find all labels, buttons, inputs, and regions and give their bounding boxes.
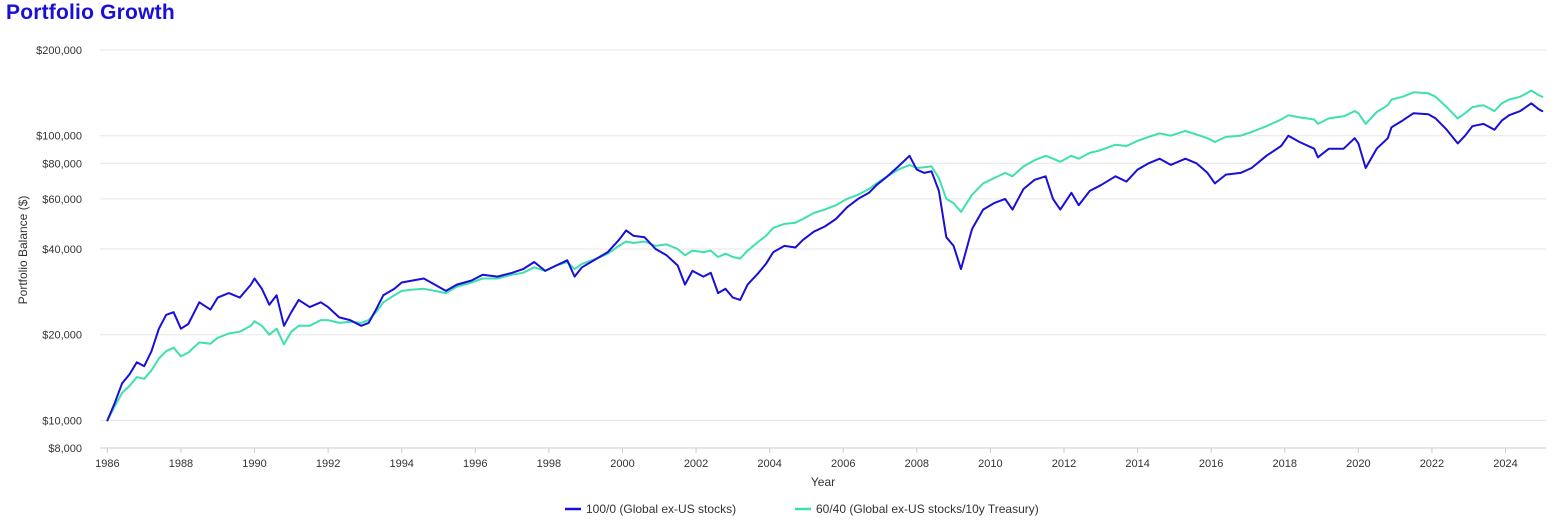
x-tick-label: 2014 bbox=[1125, 458, 1149, 470]
x-tick-label: 1994 bbox=[389, 458, 413, 470]
legend-item-60-40-label: 60/40 (Global ex-US stocks/10y Treasury) bbox=[816, 502, 1039, 516]
y-tick-label: $40,000 bbox=[42, 244, 82, 256]
x-tick-label: 1988 bbox=[169, 458, 193, 470]
x-tick-label: 1986 bbox=[95, 458, 119, 470]
legend-item-100-0-label: 100/0 (Global ex-US stocks) bbox=[586, 502, 736, 516]
x-tick-label: 2006 bbox=[831, 458, 855, 470]
y-tick-label: $8,000 bbox=[48, 443, 82, 455]
x-axis-label: Year bbox=[811, 475, 835, 489]
y-tick-label: $10,000 bbox=[42, 415, 82, 427]
x-tick-label: 2004 bbox=[757, 458, 781, 470]
legend: 100/0 (Global ex-US stocks) 60/40 (Global… bbox=[565, 502, 1039, 516]
y-tick-label: $20,000 bbox=[42, 330, 82, 342]
x-tick-label: 1996 bbox=[463, 458, 487, 470]
series-line-100-0 bbox=[106, 102, 1544, 422]
y-axis-label: Portfolio Balance ($) bbox=[16, 196, 30, 305]
series-line-60-40 bbox=[106, 89, 1544, 422]
x-tick-label: 2000 bbox=[610, 458, 634, 470]
x-tick-label: 2008 bbox=[905, 458, 929, 470]
x-tick-label: 1992 bbox=[316, 458, 340, 470]
x-tick-labels: 1986 1988 1990 1992 1994 1996 1998 2000 2002 2004… bbox=[95, 448, 1518, 470]
y-tick-label: $60,000 bbox=[42, 194, 82, 206]
chart-title: Portfolio Growth bbox=[6, 1, 175, 24]
x-tick-label: 2012 bbox=[1052, 458, 1076, 470]
x-tick-label: 1990 bbox=[242, 458, 266, 470]
x-tick-label: 2018 bbox=[1273, 458, 1297, 470]
series-lines bbox=[106, 89, 1544, 422]
x-tick-label: 1998 bbox=[537, 458, 561, 470]
x-tick-label: 2022 bbox=[1420, 458, 1444, 470]
y-tick-labels: $8,000 $10,000 $20,000 $40,000 $60,000 $80,00… bbox=[36, 45, 82, 455]
grid-lines bbox=[100, 49, 1546, 449]
x-tick-label: 2010 bbox=[978, 458, 1002, 470]
y-tick-label: $100,000 bbox=[36, 131, 82, 143]
x-tick-label: 2016 bbox=[1199, 458, 1223, 470]
x-tick-label: 2024 bbox=[1493, 458, 1517, 470]
y-tick-label: $80,000 bbox=[42, 158, 82, 170]
x-tick-label: 2002 bbox=[684, 458, 708, 470]
x-tick-label: 2020 bbox=[1346, 458, 1370, 470]
y-tick-label: $200,000 bbox=[36, 45, 82, 57]
